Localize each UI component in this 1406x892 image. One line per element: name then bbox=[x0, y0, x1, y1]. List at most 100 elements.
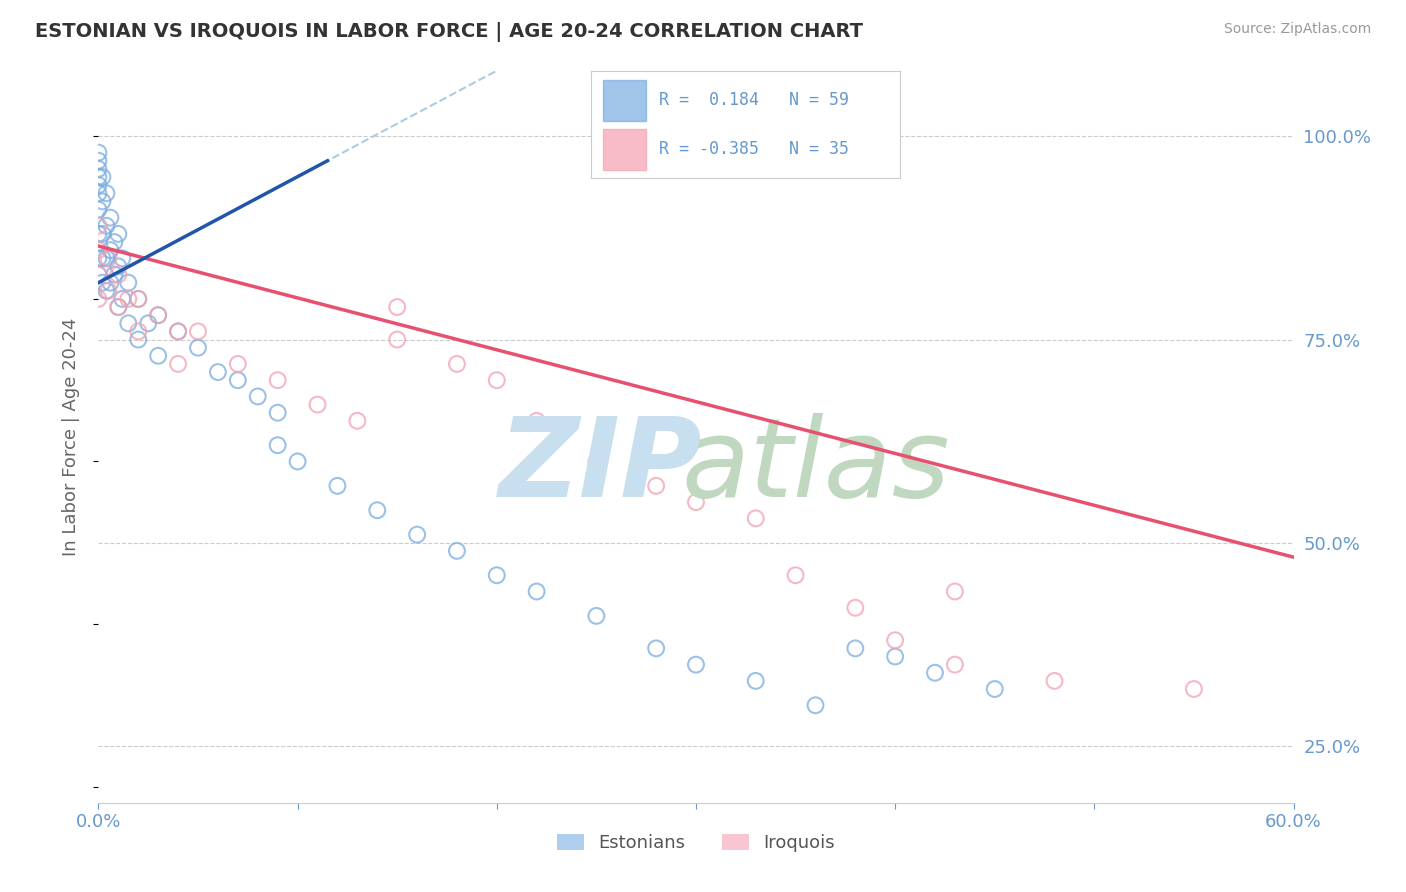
Point bbox=[187, 341, 209, 355]
Point bbox=[117, 276, 139, 290]
Point bbox=[91, 227, 114, 241]
Point bbox=[745, 673, 768, 688]
Point bbox=[226, 373, 249, 387]
Point bbox=[326, 479, 349, 493]
Y-axis label: In Labor Force | Age 20-24: In Labor Force | Age 20-24 bbox=[62, 318, 80, 557]
Point bbox=[884, 633, 907, 648]
Point bbox=[97, 252, 120, 266]
Point bbox=[406, 527, 429, 541]
Point bbox=[87, 186, 110, 201]
Point bbox=[87, 169, 110, 184]
Point bbox=[91, 169, 114, 184]
Text: atlas: atlas bbox=[681, 413, 950, 520]
Point bbox=[107, 227, 129, 241]
Text: ESTONIAN VS IROQUOIS IN LABOR FORCE | AGE 20-24 CORRELATION CHART: ESTONIAN VS IROQUOIS IN LABOR FORCE | AG… bbox=[35, 22, 863, 42]
Point bbox=[385, 300, 409, 314]
Point bbox=[91, 252, 114, 266]
Point bbox=[526, 414, 548, 428]
Point bbox=[98, 276, 122, 290]
Point bbox=[167, 325, 190, 339]
Point bbox=[167, 325, 190, 339]
Point bbox=[117, 292, 139, 306]
Point bbox=[111, 292, 134, 306]
Point bbox=[98, 211, 122, 225]
Point bbox=[96, 219, 118, 233]
Point bbox=[87, 145, 110, 160]
Point bbox=[385, 333, 409, 347]
Point bbox=[107, 260, 129, 274]
Point bbox=[87, 202, 110, 217]
Point bbox=[87, 252, 110, 266]
Point bbox=[267, 438, 290, 452]
Point bbox=[943, 584, 966, 599]
Point bbox=[645, 479, 668, 493]
Point bbox=[148, 349, 170, 363]
Point bbox=[585, 454, 607, 468]
Point bbox=[645, 641, 668, 656]
Point bbox=[91, 276, 114, 290]
Point bbox=[127, 292, 149, 306]
Point bbox=[103, 235, 125, 249]
Point bbox=[96, 284, 118, 298]
Point bbox=[943, 657, 966, 672]
Point bbox=[267, 373, 290, 387]
Point bbox=[1043, 673, 1066, 688]
Point bbox=[148, 308, 170, 322]
Point bbox=[127, 325, 149, 339]
Text: Source: ZipAtlas.com: Source: ZipAtlas.com bbox=[1223, 22, 1371, 37]
Text: ZIP: ZIP bbox=[499, 413, 702, 520]
Point bbox=[346, 414, 368, 428]
Point bbox=[226, 357, 249, 371]
Point bbox=[127, 292, 149, 306]
Point bbox=[98, 243, 122, 257]
Point bbox=[87, 219, 110, 233]
Point bbox=[984, 681, 1007, 696]
Point bbox=[307, 398, 329, 412]
Point bbox=[785, 568, 807, 582]
Point bbox=[87, 161, 110, 176]
Point bbox=[87, 153, 110, 168]
Point bbox=[246, 389, 269, 403]
Point bbox=[127, 333, 149, 347]
Point bbox=[117, 316, 139, 330]
Bar bbox=[603, 129, 647, 169]
Point bbox=[136, 316, 159, 330]
Text: R =  0.184   N = 59: R = 0.184 N = 59 bbox=[658, 91, 849, 109]
Point bbox=[96, 252, 118, 266]
Point bbox=[167, 357, 190, 371]
Point bbox=[97, 284, 120, 298]
Point bbox=[924, 665, 946, 680]
Point bbox=[87, 268, 110, 282]
Point bbox=[87, 178, 110, 193]
Bar bbox=[603, 80, 647, 120]
Point bbox=[446, 544, 468, 558]
Point bbox=[804, 698, 827, 713]
Point bbox=[446, 357, 468, 371]
Point bbox=[287, 454, 309, 468]
Point bbox=[107, 268, 129, 282]
Legend: Estonians, Iroquois: Estonians, Iroquois bbox=[550, 827, 842, 860]
Point bbox=[187, 325, 209, 339]
Point bbox=[685, 657, 707, 672]
Point bbox=[107, 300, 129, 314]
Point bbox=[87, 268, 110, 282]
Point bbox=[485, 568, 508, 582]
Point bbox=[366, 503, 388, 517]
Point bbox=[485, 373, 508, 387]
Point bbox=[111, 252, 134, 266]
Point bbox=[148, 308, 170, 322]
Point bbox=[107, 300, 129, 314]
Point bbox=[96, 186, 118, 201]
Point bbox=[884, 649, 907, 664]
Point bbox=[91, 194, 114, 209]
Point bbox=[103, 268, 125, 282]
Point bbox=[87, 243, 110, 257]
Point bbox=[87, 292, 110, 306]
Point bbox=[207, 365, 229, 379]
Point bbox=[1182, 681, 1205, 696]
Point bbox=[87, 227, 110, 241]
Point bbox=[267, 406, 290, 420]
Point bbox=[526, 584, 548, 599]
Point bbox=[585, 608, 607, 623]
Point bbox=[685, 495, 707, 509]
